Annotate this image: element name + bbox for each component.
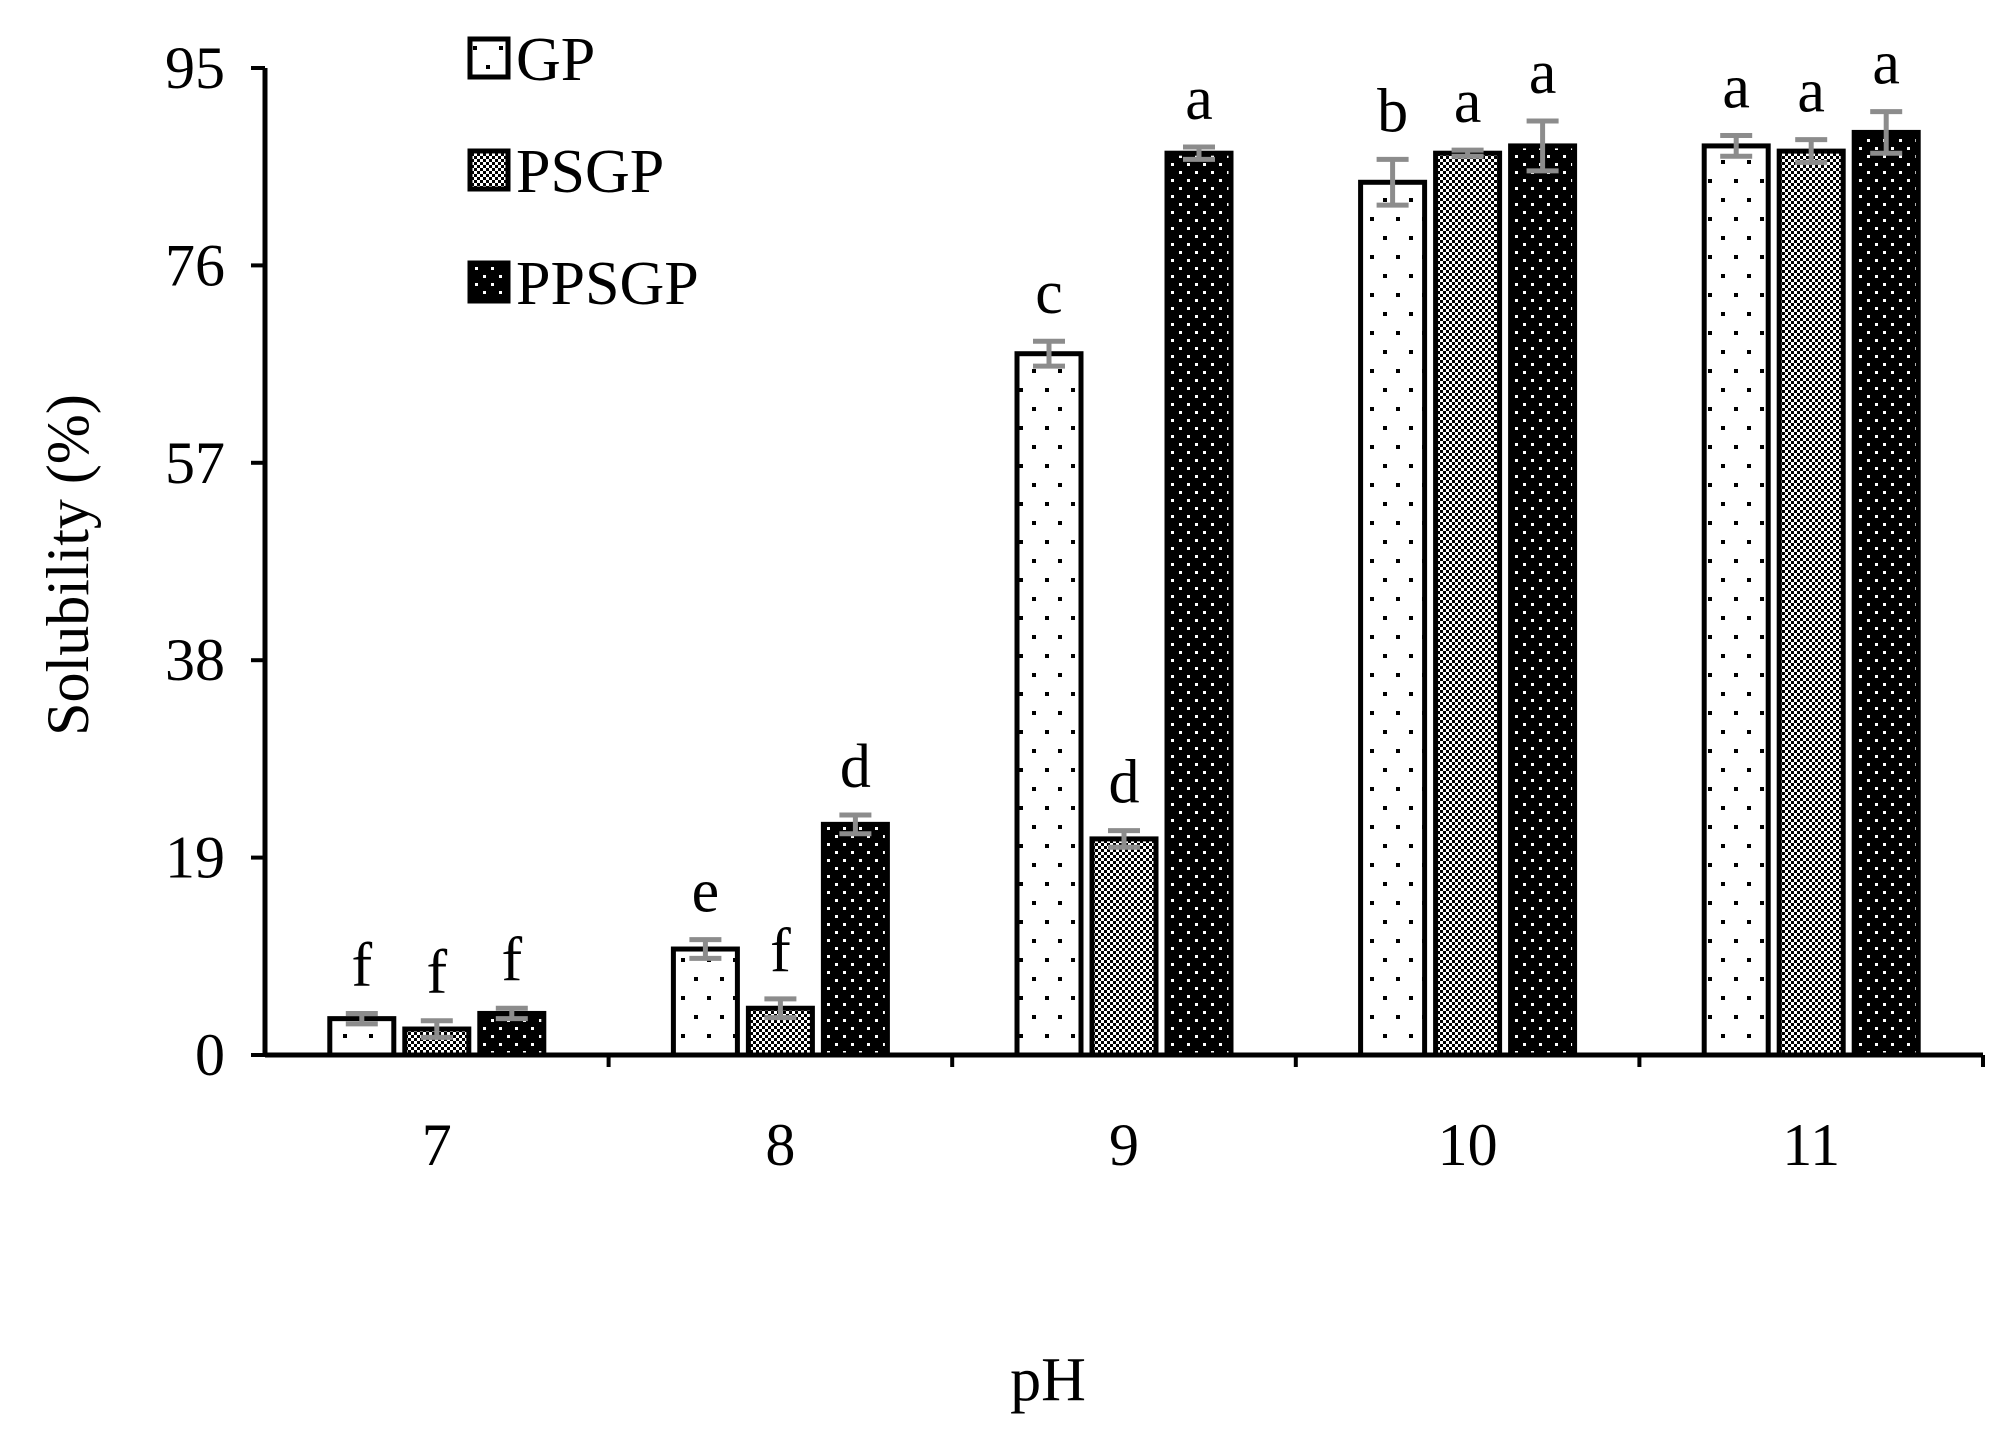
legend-label: GP bbox=[516, 26, 595, 94]
y-axis-label: Solubility (%) bbox=[35, 394, 101, 736]
error-bar-ppsgp-ph11 bbox=[1870, 109, 1903, 156]
error-bar-gp-ph9 bbox=[1033, 338, 1065, 369]
legend: GP PSGP PPSGP bbox=[467, 26, 699, 318]
error-bar-gp-ph8 bbox=[689, 937, 722, 961]
x-tick-label: 8 bbox=[765, 1112, 795, 1178]
bar-ppsgp-ph10 bbox=[1508, 143, 1578, 1058]
error-bar-ppsgp-ph8 bbox=[839, 812, 872, 837]
legend-item-gp: GP bbox=[467, 26, 595, 94]
x-tick-label: 11 bbox=[1782, 1112, 1840, 1178]
error-bar-psgp-ph11 bbox=[1795, 137, 1828, 166]
significance-letter: a bbox=[1185, 65, 1213, 133]
y-tick-label: 0 bbox=[195, 1022, 225, 1088]
significance-letter: a bbox=[1797, 58, 1825, 126]
error-bar-ppsgp-ph9 bbox=[1183, 144, 1215, 162]
error-bar-psgp-ph9 bbox=[1108, 828, 1140, 850]
legend-label: PPSGP bbox=[516, 250, 699, 318]
x-tick-label: 9 bbox=[1109, 1112, 1139, 1178]
significance-letter: f bbox=[351, 931, 372, 999]
error-bar-psgp-ph7 bbox=[420, 1018, 453, 1040]
significance-letter: f bbox=[426, 939, 447, 1007]
y-tick-label: 38 bbox=[165, 627, 225, 693]
legend-item-ppsgp: PPSGP bbox=[467, 250, 699, 318]
bar-gp-ph11 bbox=[1701, 143, 1771, 1058]
y-tick-label: 95 bbox=[165, 35, 225, 101]
significance-letter: c bbox=[1035, 259, 1063, 327]
bar-gp-ph8 bbox=[670, 946, 740, 1058]
bar-psgp-ph10 bbox=[1433, 150, 1503, 1058]
significance-letter: a bbox=[1872, 30, 1900, 98]
y-tick-label: 57 bbox=[165, 430, 225, 496]
legend-item-psgp: PSGP bbox=[467, 138, 664, 206]
error-bar-gp-ph7 bbox=[345, 1010, 378, 1027]
y-tick-label: 76 bbox=[165, 232, 225, 298]
significance-letter: a bbox=[1454, 68, 1482, 136]
error-bar-gp-ph11 bbox=[1720, 133, 1753, 159]
significance-letter: f bbox=[501, 926, 522, 994]
legend-label: PSGP bbox=[516, 138, 664, 206]
error-bar-ppsgp-ph7 bbox=[495, 1005, 528, 1022]
x-axis-label: pH bbox=[1010, 1346, 1086, 1414]
significance-letter: a bbox=[1529, 39, 1557, 107]
bar-gp-ph9 bbox=[1014, 351, 1084, 1058]
bar-psgp-ph11 bbox=[1776, 148, 1846, 1058]
error-bar-psgp-ph8 bbox=[764, 996, 797, 1021]
error-bar-gp-ph10 bbox=[1376, 156, 1409, 208]
error-bar-psgp-ph10 bbox=[1451, 147, 1484, 159]
axes-layer bbox=[251, 66, 1985, 1067]
significance-letter: b bbox=[1377, 77, 1408, 145]
x-tick-label: 7 bbox=[422, 1112, 452, 1178]
bar-ppsgp-ph8 bbox=[820, 821, 890, 1058]
significance-letter: f bbox=[770, 917, 791, 985]
significance-letter: e bbox=[692, 858, 720, 926]
x-tick-label: 10 bbox=[1438, 1112, 1498, 1178]
significance-letter: a bbox=[1722, 54, 1750, 122]
bar-ppsgp-ph9 bbox=[1164, 150, 1234, 1058]
legend-swatch bbox=[467, 260, 511, 304]
significance-letter: d bbox=[840, 733, 871, 801]
legend-swatch bbox=[467, 36, 511, 80]
legend-swatch bbox=[467, 148, 511, 192]
significance-letter: d bbox=[1109, 749, 1140, 817]
bar-gp-ph10 bbox=[1358, 179, 1428, 1058]
y-tick-label: 19 bbox=[165, 825, 225, 891]
bars-layer bbox=[327, 109, 1921, 1058]
error-bar-ppsgp-ph10 bbox=[1526, 118, 1559, 174]
bar-psgp-ph9 bbox=[1089, 836, 1159, 1058]
bar-ppsgp-ph11 bbox=[1851, 129, 1921, 1058]
